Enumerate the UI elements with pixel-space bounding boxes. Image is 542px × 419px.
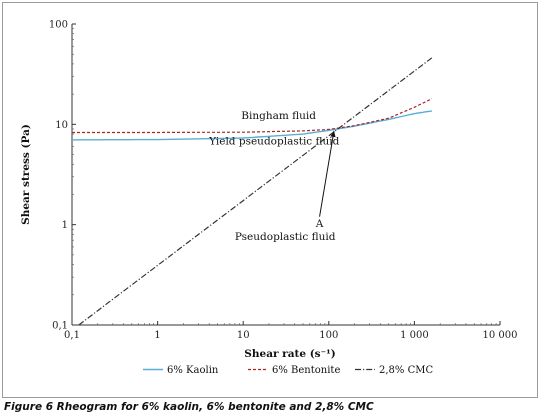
x-tick-label: 10 — [237, 330, 250, 341]
x-tick-label: 1 000 — [400, 330, 429, 341]
legend: 6% Kaolin 6% Bentonite 2,8% CMC — [143, 365, 433, 376]
legend-label: 6% Kaolin — [167, 365, 219, 376]
series-line-2-8-cmc — [78, 57, 433, 326]
x-tick-label: 1 — [154, 330, 160, 341]
x-tick-label: 100 — [319, 330, 338, 341]
axes — [71, 24, 500, 326]
y-tick-label: 1 — [62, 220, 68, 231]
annotation-arrow-head — [330, 130, 336, 138]
annotations: Bingham fluid Yield pseudoplastic fluid Ps… — [208, 110, 340, 243]
x-axis-title: Shear rate (s⁻¹) — [244, 348, 335, 360]
annotation-label: Pseudoplastic fluid — [235, 231, 336, 243]
x-tick-label: 10 000 — [483, 330, 518, 341]
rheogram-chart: 0,1 1 10 100 1 000 10 000 0,1 1 10 100 Bingham fl… — [20, 20, 518, 377]
y-axis-title: Shear stress (Pa) — [20, 124, 32, 225]
y-tick-label: 0,1 — [52, 321, 68, 332]
ticks: 0,1 1 10 100 1 000 10 000 0,1 1 10 100 — [49, 20, 518, 342]
series-line-6-bentonite — [72, 98, 433, 134]
series-line-6-kaolin — [71, 110, 433, 141]
annotation-label: Yield pseudoplastic fluid — [208, 135, 340, 147]
x-tick-label: 0,1 — [64, 330, 80, 341]
legend-label: 2,8% CMC — [379, 365, 433, 376]
annotation-arrow-shaft — [319, 130, 335, 217]
y-tick-label: 100 — [49, 20, 68, 31]
series-lines — [71, 57, 433, 326]
figure-caption: Figure 6 Rheogram for 6% kaolin, 6% bent… — [4, 401, 374, 413]
annotation-label: Bingham fluid — [241, 110, 316, 122]
legend-label: 6% Bentonite — [272, 365, 340, 376]
annotation-label: A — [315, 218, 324, 230]
figure-frame: 0,1 1 10 100 1 000 10 000 0,1 1 10 100 Bingham fl… — [2, 2, 538, 398]
y-tick-label: 10 — [55, 120, 68, 131]
